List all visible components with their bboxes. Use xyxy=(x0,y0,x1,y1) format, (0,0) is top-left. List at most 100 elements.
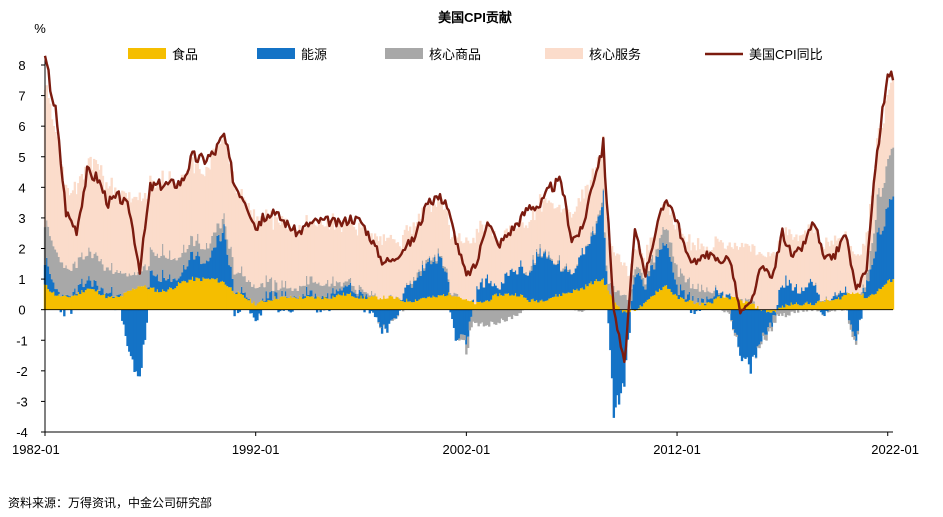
bar-食品 xyxy=(528,301,531,310)
bar-食品 xyxy=(454,296,458,310)
bar-核心服务 xyxy=(435,206,438,262)
bar-食品 xyxy=(718,295,721,310)
bar-核心服务 xyxy=(344,220,347,282)
bar-核心服务 xyxy=(205,166,208,243)
bar-核心商品 xyxy=(891,147,895,197)
legend: 食品 能源 核心商品 核心服务 美国CPI同比 xyxy=(128,47,823,62)
bar-核心商品 xyxy=(693,288,696,305)
bar-能源 xyxy=(651,264,654,296)
bar-核心服务 xyxy=(136,200,140,272)
bar-核心商品 xyxy=(56,252,59,290)
bar-食品 xyxy=(493,294,496,310)
bar-核心商品 xyxy=(549,257,552,260)
legend-item-能源: 能源 xyxy=(257,47,327,62)
bar-核心商品 xyxy=(702,290,705,299)
bar-核心服务 xyxy=(619,262,623,296)
bar-核心商品 xyxy=(705,287,709,297)
bar-核心商品 xyxy=(157,257,161,282)
bar-核心商品 xyxy=(621,294,624,310)
bar-食品 xyxy=(73,294,77,310)
bar-核心服务 xyxy=(495,238,498,286)
bar-核心商品 xyxy=(479,309,482,324)
bar-核心商品 xyxy=(542,251,545,254)
bar-食品 xyxy=(108,296,112,310)
bar-核心商品 xyxy=(656,248,659,257)
bar-能源 xyxy=(73,288,77,295)
bar-食品 xyxy=(570,293,573,310)
bar-核心服务 xyxy=(280,216,284,281)
bar-食品 xyxy=(370,295,373,310)
bar-核心商品 xyxy=(114,272,117,297)
bar-核心服务 xyxy=(277,222,280,291)
bar-食品 xyxy=(215,278,219,310)
bar-能源 xyxy=(131,309,134,360)
bar-能源 xyxy=(423,270,426,298)
bar-食品 xyxy=(644,301,647,310)
bar-食品 xyxy=(324,297,328,310)
bar-食品 xyxy=(396,297,400,310)
bar-核心商品 xyxy=(208,243,212,258)
bar-核心服务 xyxy=(633,249,637,270)
bar-能源 xyxy=(788,279,791,306)
bar-核心服务 xyxy=(617,254,621,291)
bar-核心商品 xyxy=(324,283,328,297)
bar-核心商品 xyxy=(505,309,508,322)
bar-核心商品 xyxy=(105,267,108,294)
bar-核心服务 xyxy=(433,204,436,255)
bar-食品 xyxy=(681,297,684,310)
bar-核心服务 xyxy=(203,176,206,250)
bar-核心商品 xyxy=(696,283,700,298)
bar-核心商品 xyxy=(686,279,689,295)
bar-核心商品 xyxy=(430,260,433,265)
bar-食品 xyxy=(305,295,308,310)
bar-核心服务 xyxy=(338,220,342,282)
bar-能源 xyxy=(384,309,387,329)
bar-食品 xyxy=(349,292,352,310)
bar-食品 xyxy=(779,307,782,310)
bar-核心商品 xyxy=(207,248,210,262)
bar-核心商品 xyxy=(370,290,373,296)
y-tick-label: 7 xyxy=(18,89,25,104)
bar-食品 xyxy=(136,286,140,310)
bar-食品 xyxy=(430,297,433,310)
bar-核心服务 xyxy=(403,229,407,288)
bar-核心服务 xyxy=(208,169,212,244)
bar-核心服务 xyxy=(549,202,552,258)
bar-能源 xyxy=(394,309,398,319)
bar-食品 xyxy=(394,297,398,310)
bar-核心服务 xyxy=(789,234,793,284)
bar-食品 xyxy=(352,296,356,310)
bar-核心商品 xyxy=(617,290,621,307)
bar-核心商品 xyxy=(182,244,185,265)
bar-核心商品 xyxy=(359,286,363,292)
bar-食品 xyxy=(45,284,48,310)
bar-食品 xyxy=(458,296,461,310)
bar-食品 xyxy=(286,297,289,310)
bar-能源 xyxy=(208,257,212,280)
bar-核心商品 xyxy=(725,309,728,311)
bar-核心商品 xyxy=(263,287,266,301)
bar-核心商品 xyxy=(560,270,563,272)
bar-能源 xyxy=(314,293,317,299)
bar-能源 xyxy=(740,309,744,362)
bar-核心商品 xyxy=(869,250,872,270)
bar-核心服务 xyxy=(635,250,638,267)
bar-食品 xyxy=(719,298,723,310)
bar-食品 xyxy=(344,295,347,310)
bar-食品 xyxy=(412,302,415,310)
bar-能源 xyxy=(517,266,521,297)
bar-核心服务 xyxy=(586,184,589,245)
bar-核心商品 xyxy=(654,249,658,257)
bar-食品 xyxy=(491,295,494,310)
bar-能源 xyxy=(739,309,742,356)
bar-能源 xyxy=(804,287,807,303)
bar-能源 xyxy=(507,275,510,294)
bar-能源 xyxy=(505,272,508,294)
bar-食品 xyxy=(716,296,719,310)
bar-能源 xyxy=(537,256,540,303)
bar-核心服务 xyxy=(765,257,768,310)
bar-食品 xyxy=(721,295,724,310)
bar-核心服务 xyxy=(228,163,231,249)
bar-核心服务 xyxy=(66,187,70,269)
bar-核心商品 xyxy=(416,272,419,278)
